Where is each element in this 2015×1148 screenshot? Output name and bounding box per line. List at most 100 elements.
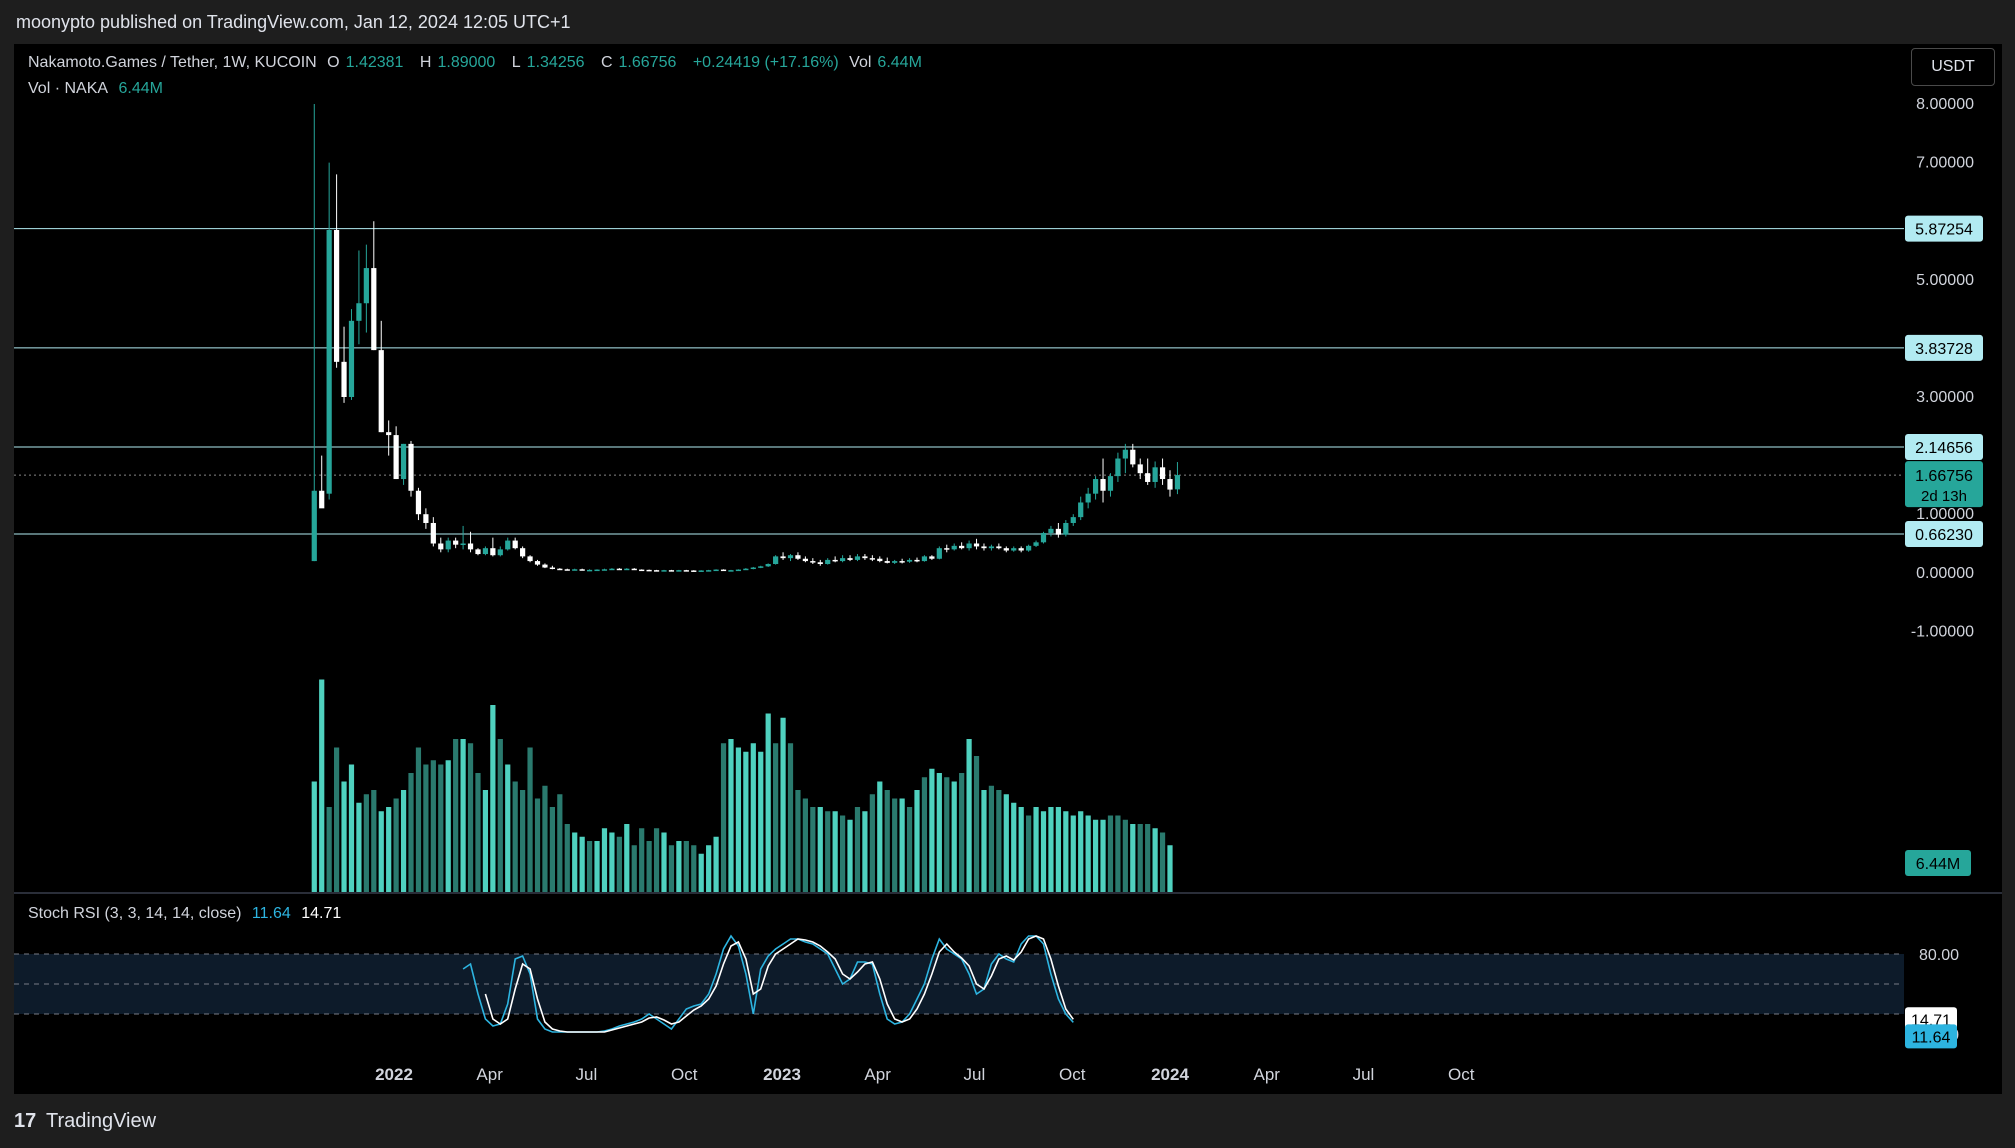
candle-body [1026, 545, 1032, 551]
candle-body [319, 490, 325, 509]
level-label: 5.87254 [1915, 222, 1973, 239]
time-axis-tick: Oct [1448, 1065, 1475, 1084]
volume-bar [817, 807, 823, 892]
candle-body [1063, 522, 1069, 535]
time-axis-tick: 2023 [763, 1065, 801, 1084]
volume-series-value: 6.44M [118, 80, 163, 97]
volume-bar [1055, 807, 1061, 892]
volume-bar [1145, 824, 1151, 892]
volume-bar [780, 717, 786, 892]
volume-bar [415, 747, 422, 892]
volume-bar [706, 845, 712, 892]
volume-bar [586, 841, 593, 892]
currency-button[interactable]: USDT [1911, 48, 1995, 86]
chart-canvas[interactable]: 8.00000 7.00000 5.00000 3.00000 1.00000 0.000… [14, 44, 2002, 1094]
volume-bar [497, 739, 503, 892]
candle-body [1145, 473, 1151, 482]
candle-body [542, 564, 548, 568]
volume-bar [386, 807, 392, 892]
volume-bar [467, 743, 474, 892]
volume-label: 6.44M [1916, 856, 1960, 873]
stoch-axis-tick: 80.00 [1919, 947, 1959, 964]
candle-body [1092, 479, 1099, 494]
volume-bar [728, 739, 734, 892]
volume-bar [832, 811, 838, 892]
volume-bar [475, 773, 481, 892]
candle-body [780, 556, 786, 559]
published-line: moonypto published on TradingView.com, J… [16, 12, 571, 32]
candle-body [497, 549, 503, 556]
candle-body [758, 566, 764, 568]
volume-bar [1040, 811, 1047, 892]
candle-body [810, 561, 816, 563]
vol-label: Vol [849, 54, 872, 71]
candle-body [527, 556, 533, 562]
volume-bar [594, 841, 600, 892]
candle-body [594, 569, 600, 572]
volume-bar [854, 807, 861, 892]
stoch-k-label-bg [1905, 1024, 1957, 1049]
candle-body [787, 555, 794, 559]
candle-body [400, 443, 407, 480]
volume-bar [720, 743, 727, 892]
candle-body [490, 548, 496, 556]
volume-bar [639, 828, 645, 892]
volume-bar [1092, 819, 1099, 892]
candle-body [423, 514, 429, 523]
change-value: +0.24419 (+17.16%) [692, 54, 839, 71]
candle-body [1033, 542, 1039, 546]
volume-bar [363, 794, 369, 892]
chart-area[interactable]: 8.00000 7.00000 5.00000 3.00000 1.00000 0.000… [14, 44, 2002, 1094]
volume-bar [802, 798, 808, 892]
candle-body [601, 569, 608, 571]
publish-header: moonypto published on TradingView.com, J… [0, 0, 2015, 44]
candle-body [706, 570, 712, 572]
volume-bar [423, 764, 429, 892]
candle-body [1167, 479, 1173, 490]
candle-body [1003, 548, 1009, 551]
candle-body [839, 558, 846, 562]
volume-bar [378, 811, 384, 892]
candle-body [408, 443, 414, 491]
volume-bar [341, 781, 347, 892]
candle-body [363, 268, 369, 304]
volume-bar [661, 832, 667, 892]
volume-bar [921, 777, 928, 892]
level-label: 0.66230 [1915, 527, 1973, 544]
volume-bar [564, 824, 570, 892]
level-label: 3.83728 [1915, 341, 1973, 358]
candle-body [720, 569, 727, 572]
volume-bar [698, 853, 704, 892]
stoch-d-line [484, 935, 1074, 1033]
candle-body [378, 350, 384, 433]
level-label-bg [1905, 215, 1983, 242]
candle-body [1085, 493, 1091, 503]
volume-bar [616, 836, 622, 892]
candle-body [586, 569, 593, 572]
close-value: 1.66756 [618, 54, 677, 71]
volume-bar [959, 773, 965, 892]
candle-body [817, 562, 823, 565]
candle-body [1130, 449, 1136, 465]
volume-bar [668, 845, 675, 892]
volume-bar [542, 785, 548, 892]
volume-bar [787, 743, 794, 892]
level-label-bg [1905, 434, 1983, 461]
candle-body [445, 540, 451, 550]
volume-bar [549, 807, 555, 892]
volume-bar [445, 760, 451, 892]
candle-body [676, 570, 682, 572]
candle-body [929, 556, 935, 559]
stoch-k-label: 11.64 [1912, 1029, 1951, 1046]
symbol-title: Nakamoto.Games / Tether, 1W, KUCOIN [28, 54, 317, 71]
candle-body [877, 558, 883, 562]
candle-body [691, 570, 697, 572]
candle-body [557, 568, 563, 571]
candle-body [453, 540, 459, 545]
candle-body [475, 549, 481, 555]
time-axis-tick: Apr [864, 1065, 891, 1084]
volume-bar [1070, 815, 1076, 892]
price-axis-tick: 8.00000 [1916, 96, 1974, 113]
high-label: H [419, 54, 432, 71]
candle-body [311, 490, 317, 562]
